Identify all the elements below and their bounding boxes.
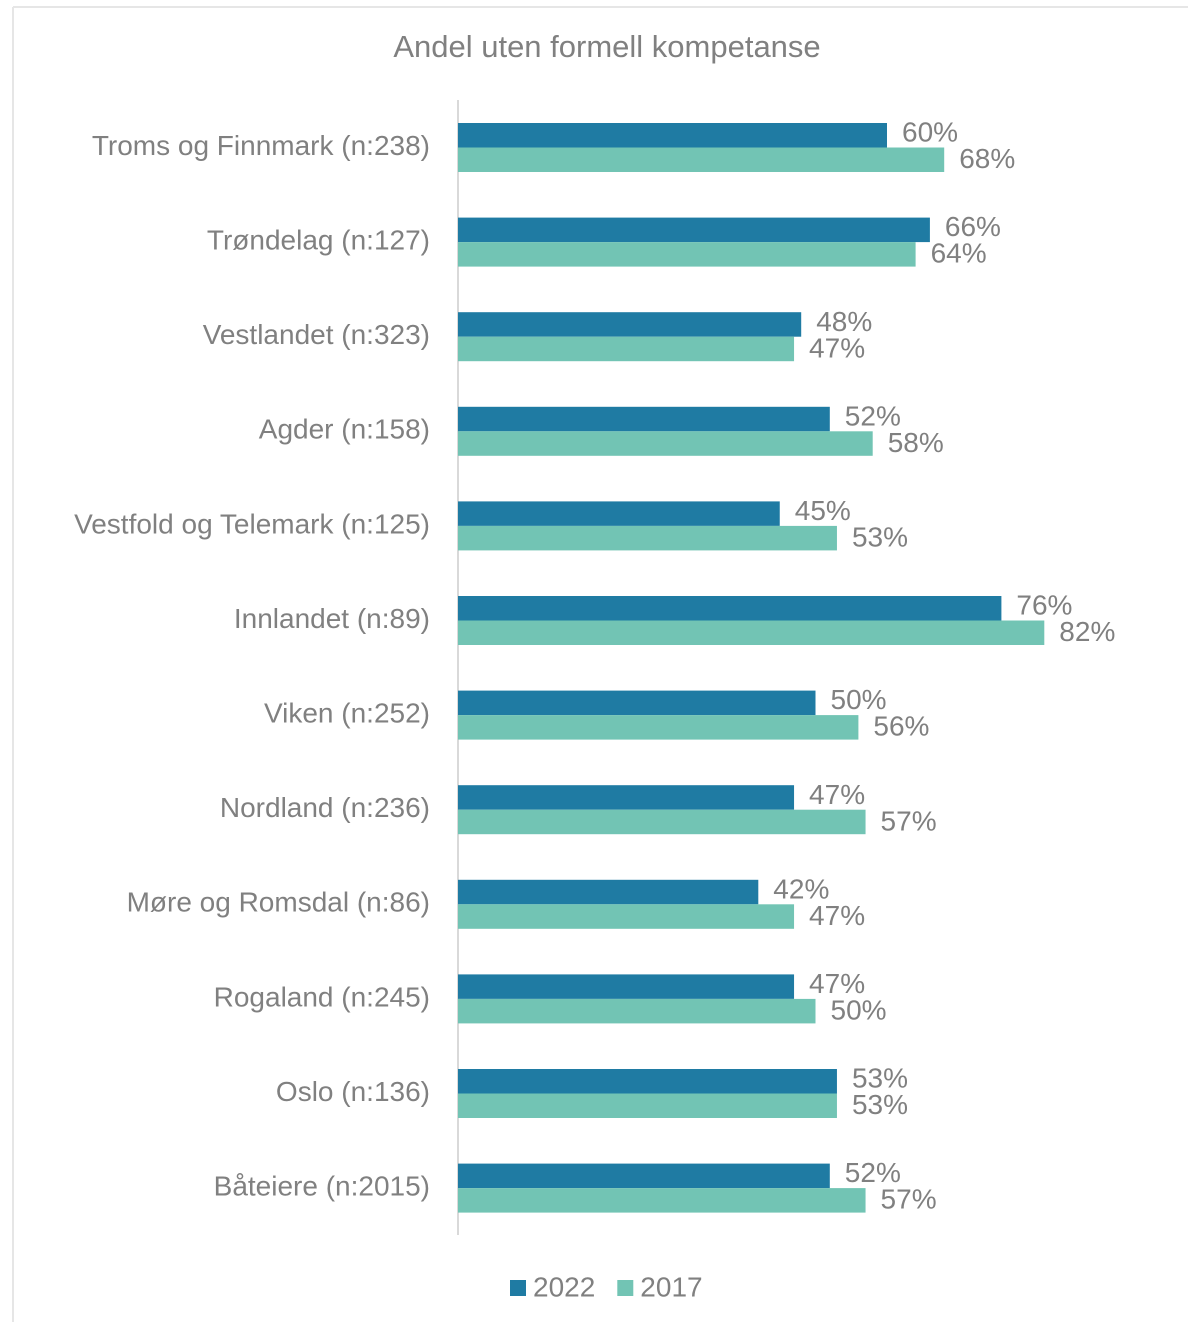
bar [458, 123, 887, 148]
chart-title: Andel uten formell kompetanse [393, 29, 820, 64]
bar [458, 998, 816, 1024]
bar [458, 690, 816, 716]
legend-swatch [617, 1280, 634, 1296]
legend-label: 2022 [533, 1271, 595, 1302]
data-label: 50% [831, 684, 887, 715]
y-tick-label: Troms og Finnmark (n:238) [92, 130, 430, 161]
data-label: 45% [795, 495, 851, 526]
data-label: 47% [809, 779, 865, 810]
y-tick-label: Viken (n:252) [264, 697, 430, 728]
bar [458, 974, 795, 999]
data-label: 57% [881, 805, 937, 836]
y-tick-label: Innlandet (n:89) [234, 603, 430, 634]
bar [458, 1069, 837, 1094]
bar [458, 785, 795, 810]
bar [458, 596, 1002, 621]
bar [458, 217, 930, 243]
data-label: 82% [1059, 616, 1115, 647]
y-tick-label: Møre og Romsdal (n:86) [127, 887, 430, 918]
bar [458, 312, 802, 337]
bar [458, 879, 759, 905]
legend-label: 2017 [640, 1271, 702, 1302]
legend-swatch [510, 1280, 526, 1296]
data-label: 50% [831, 995, 887, 1026]
data-label: 47% [809, 332, 865, 363]
bar [458, 501, 780, 526]
y-tick-label: Nordland (n:236) [220, 792, 430, 823]
data-label: 56% [873, 711, 929, 742]
y-tick-label: Vestlandet (n:323) [203, 319, 430, 350]
data-label: 68% [959, 143, 1015, 174]
data-label: 53% [852, 522, 908, 553]
data-label: 57% [881, 1184, 937, 1215]
bar [458, 1163, 830, 1189]
bar [458, 904, 795, 929]
data-label: 58% [888, 427, 944, 458]
bar [458, 406, 830, 432]
y-tick-label: Trøndelag (n:127) [207, 224, 430, 255]
data-label: 76% [1016, 590, 1072, 621]
data-label: 52% [845, 400, 901, 431]
data-label: 47% [809, 968, 865, 999]
data-label: 52% [845, 1157, 901, 1188]
y-tick-label: Vestfold og Telemark (n:125) [74, 508, 430, 539]
data-label: 64% [931, 238, 987, 269]
bar [458, 1093, 837, 1118]
data-label: 60% [902, 117, 958, 148]
y-tick-label: Agder (n:158) [259, 414, 430, 445]
bar [458, 242, 916, 267]
data-label: 42% [773, 873, 829, 904]
bar [458, 147, 945, 172]
data-label: 66% [945, 211, 1001, 242]
data-label: 53% [852, 1089, 908, 1120]
bar [458, 336, 795, 362]
bar [458, 431, 873, 456]
y-tick-label: Båteiere (n:2015) [214, 1170, 430, 1201]
bar [458, 525, 837, 551]
y-tick-label: Rogaland (n:245) [214, 981, 430, 1012]
bar [458, 620, 1045, 645]
data-label: 47% [809, 900, 865, 931]
bar [458, 715, 859, 740]
data-label: 48% [816, 306, 872, 337]
bar [458, 1188, 866, 1213]
y-tick-label: Oslo (n:136) [276, 1076, 430, 1107]
bar [458, 809, 866, 835]
data-label: 53% [852, 1063, 908, 1094]
